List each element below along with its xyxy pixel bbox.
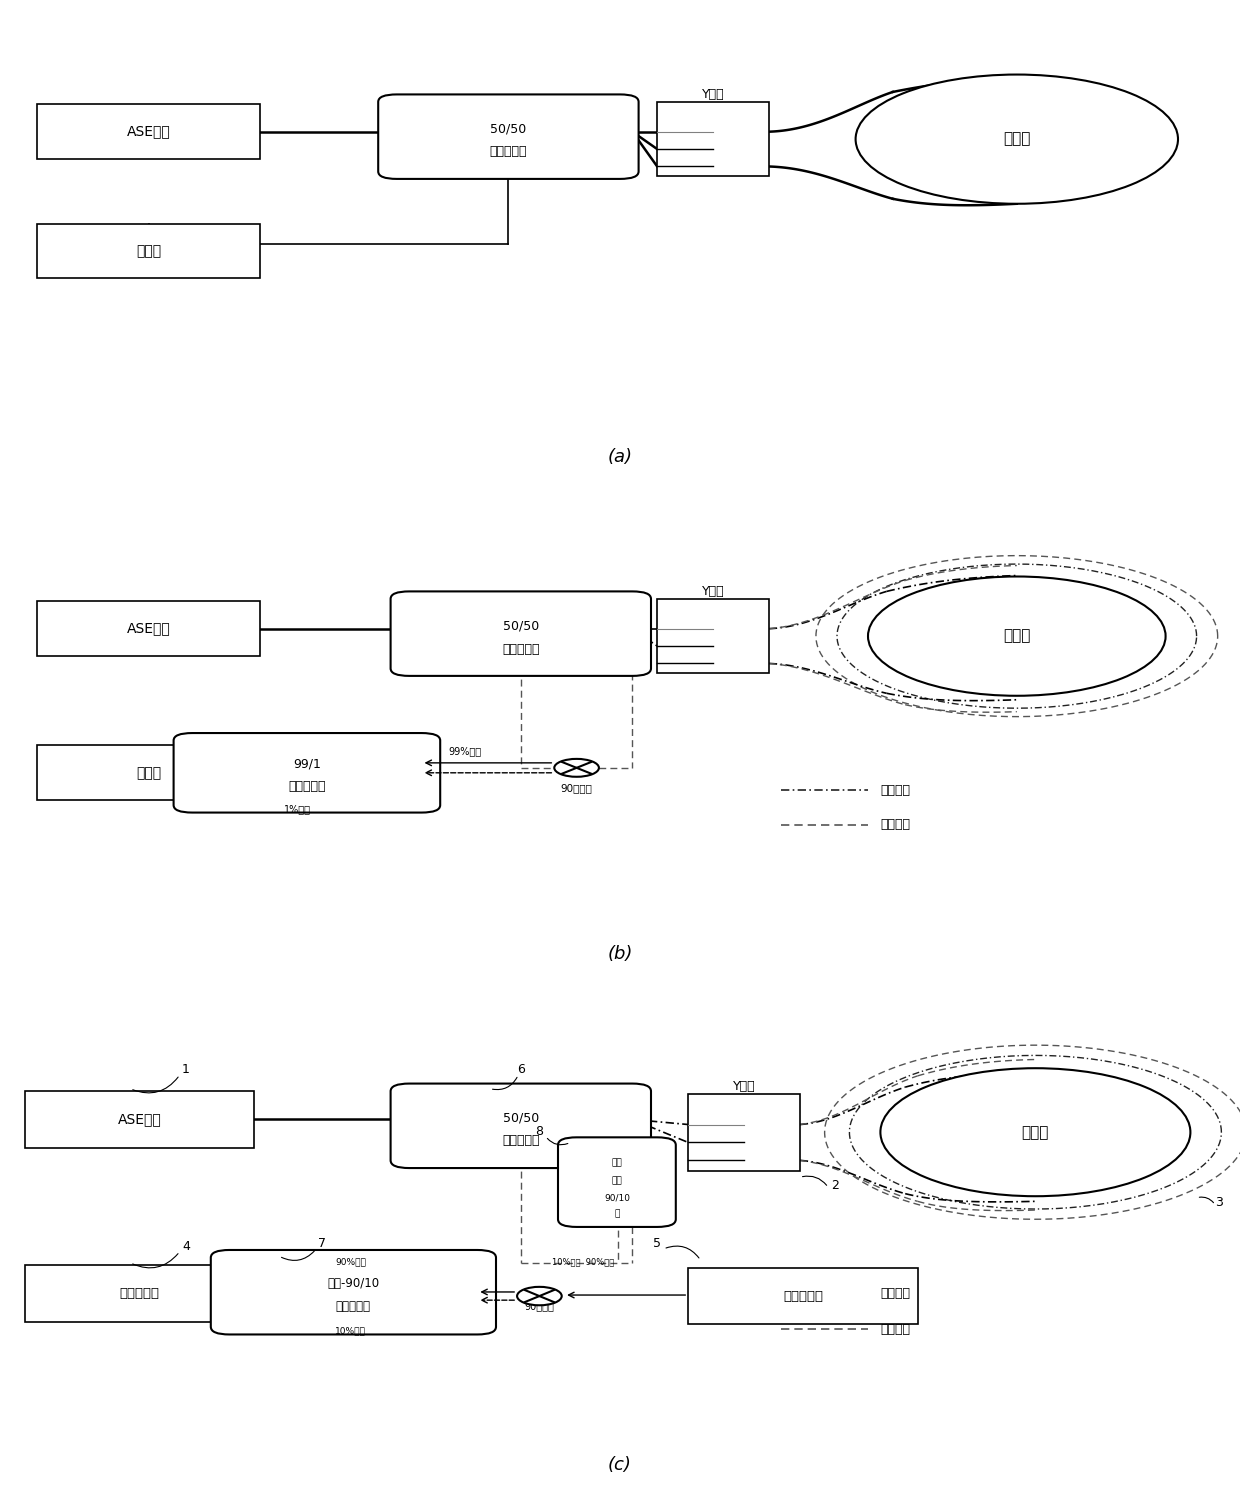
Text: 探测器: 探测器 [136, 244, 161, 258]
Text: 保偏耦合器: 保偏耦合器 [502, 643, 539, 657]
Bar [37, 745, 260, 800]
Text: Y波导: Y波导 [702, 87, 724, 101]
Text: 器: 器 [614, 1209, 620, 1218]
Text: ASE光源: ASE光源 [126, 125, 171, 139]
Text: 参考光路: 参考光路 [880, 1322, 910, 1336]
Circle shape [856, 74, 1178, 203]
Text: 90度熔接: 90度熔接 [560, 783, 593, 792]
Text: 参考光路: 参考光路 [880, 818, 910, 831]
Text: Y波导: Y波导 [733, 1080, 755, 1093]
FancyBboxPatch shape [391, 1084, 651, 1169]
FancyBboxPatch shape [378, 95, 639, 179]
Text: 光纤环: 光纤环 [1003, 131, 1030, 146]
Text: 10%端口  90%端口: 10%端口 90%端口 [552, 1258, 614, 1267]
Text: 99%端口: 99%端口 [449, 745, 481, 756]
Text: 单模耦合器: 单模耦合器 [490, 145, 527, 158]
Circle shape [880, 1068, 1190, 1196]
Text: 7: 7 [319, 1238, 326, 1250]
Bar [657, 102, 769, 176]
Text: 1: 1 [182, 1063, 190, 1077]
Text: 信号光路: 信号光路 [880, 1288, 910, 1300]
Bar [25, 1265, 254, 1322]
Bar [25, 1092, 254, 1148]
Bar [688, 1268, 918, 1324]
Text: 光纤环: 光纤环 [1003, 628, 1030, 643]
Text: 4: 4 [182, 1239, 190, 1253]
Text: (c): (c) [608, 1456, 632, 1474]
Text: 10%端口: 10%端口 [335, 1325, 366, 1334]
Text: 探测器: 探测器 [136, 767, 161, 780]
FancyBboxPatch shape [174, 733, 440, 813]
Text: 第二探测器: 第二探测器 [782, 1289, 823, 1303]
Text: 99/1: 99/1 [293, 758, 321, 771]
Text: 第一-90/10: 第一-90/10 [327, 1277, 379, 1289]
Text: 90/10: 90/10 [604, 1193, 630, 1202]
Text: 光纤环: 光纤环 [1022, 1125, 1049, 1140]
Bar [657, 599, 769, 673]
Text: 空间: 空间 [611, 1158, 622, 1167]
Text: ASE光源: ASE光源 [126, 622, 171, 636]
Text: (a): (a) [608, 449, 632, 467]
Bar [37, 104, 260, 160]
FancyBboxPatch shape [558, 1137, 676, 1227]
Text: 50/50: 50/50 [490, 122, 527, 136]
Text: 50/50: 50/50 [502, 1111, 539, 1125]
Circle shape [517, 1286, 562, 1306]
Circle shape [868, 577, 1166, 696]
Text: 耦合: 耦合 [611, 1176, 622, 1185]
Text: 90度熔接: 90度熔接 [525, 1301, 554, 1310]
Text: 信号光路: 信号光路 [880, 783, 910, 797]
Text: 8: 8 [536, 1125, 543, 1137]
Text: 90%端口: 90%端口 [335, 1258, 366, 1267]
Bar [37, 223, 260, 279]
Circle shape [554, 759, 599, 777]
Text: 保偏耦合器: 保偏耦合器 [502, 1134, 539, 1148]
Text: 1%端口: 1%端口 [284, 804, 311, 815]
Text: 3: 3 [1215, 1196, 1223, 1209]
Text: 50/50: 50/50 [502, 619, 539, 633]
Text: 保偏耦合器: 保偏耦合器 [288, 780, 326, 792]
Text: 保偏耦合器: 保偏耦合器 [336, 1300, 371, 1313]
FancyBboxPatch shape [211, 1250, 496, 1334]
Text: 2: 2 [831, 1179, 838, 1191]
FancyBboxPatch shape [391, 592, 651, 676]
Text: 6: 6 [517, 1063, 525, 1077]
Text: ASE光源: ASE光源 [118, 1113, 161, 1126]
Text: (b): (b) [608, 946, 632, 964]
Text: 第一探测器: 第一探测器 [119, 1288, 160, 1300]
Text: Y波导: Y波导 [702, 584, 724, 598]
Bar [688, 1093, 800, 1170]
Bar [37, 601, 260, 657]
Text: 5: 5 [653, 1238, 661, 1250]
